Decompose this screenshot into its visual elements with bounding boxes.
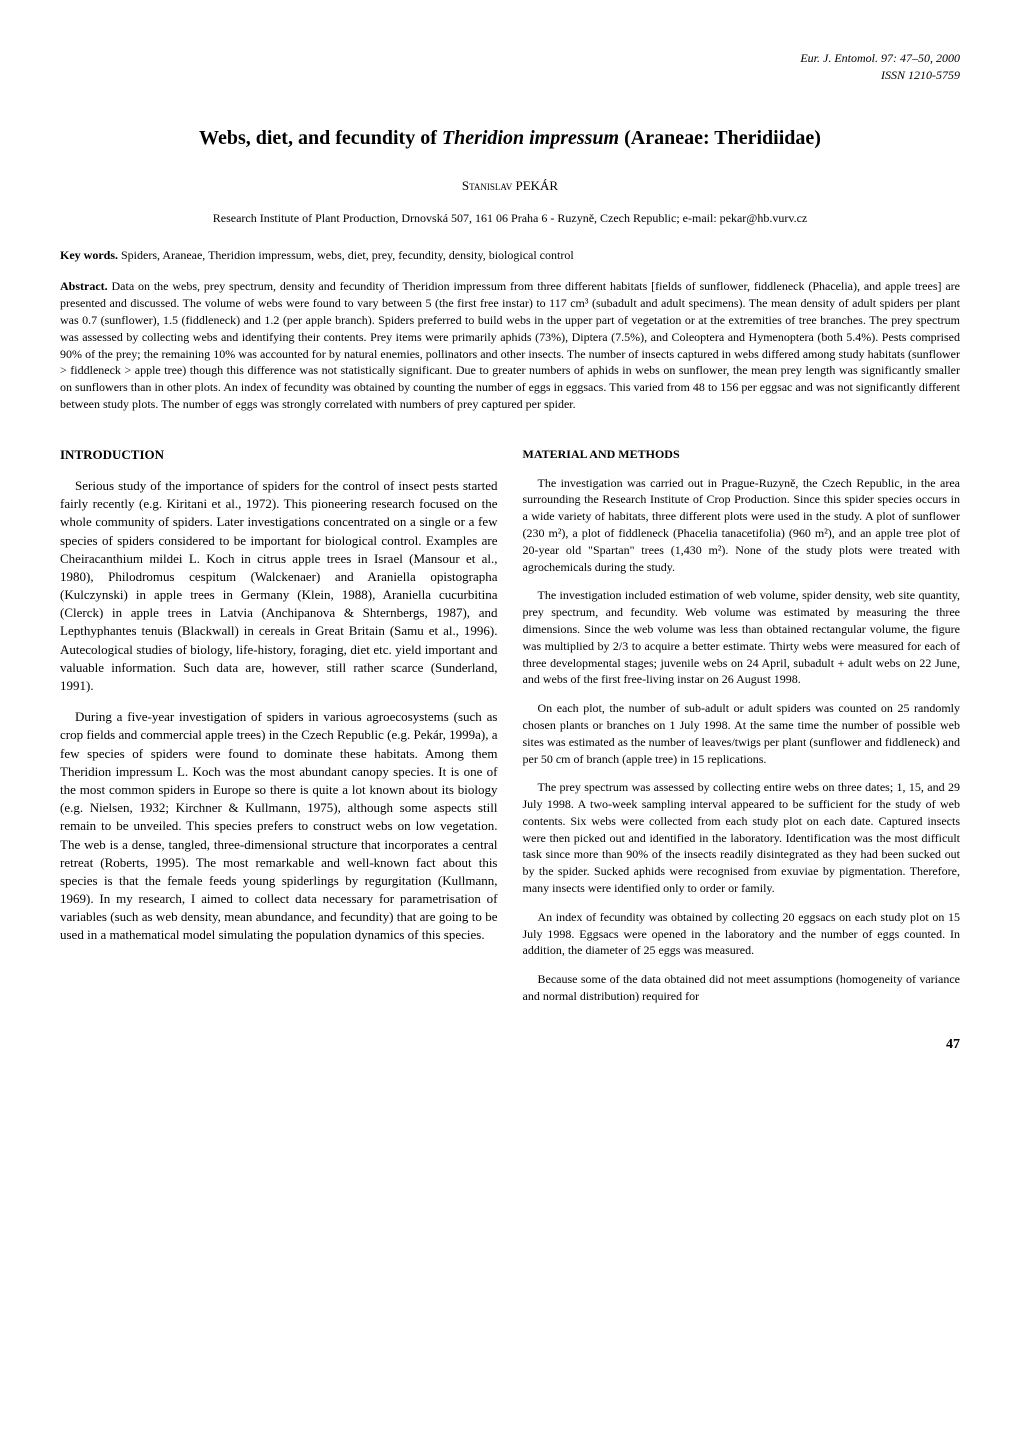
methods-para-3: On each plot, the number of sub-adult or…: [523, 700, 961, 767]
author-name: Stanislav PEKÁR: [60, 177, 960, 195]
article-title: Webs, diet, and fecundity of Theridion i…: [60, 124, 960, 152]
methods-para-4: The prey spectrum was assessed by collec…: [523, 779, 961, 897]
abstract-text: Data on the webs, prey spectrum, density…: [60, 279, 960, 411]
journal-name: Eur. J. Entomol.: [800, 51, 878, 65]
abstract-label: Abstract.: [60, 279, 108, 293]
keywords-label: Key words.: [60, 248, 118, 262]
left-column: INTRODUCTION Serious study of the import…: [60, 438, 498, 1005]
introduction-heading: INTRODUCTION: [60, 446, 498, 464]
intro-para-2: During a five-year investigation of spid…: [60, 708, 498, 944]
abstract-block: Abstract. Data on the webs, prey spectru…: [60, 278, 960, 412]
right-column: MATERIAL AND METHODS The investigation w…: [523, 438, 961, 1005]
body-columns: INTRODUCTION Serious study of the import…: [60, 438, 960, 1005]
methods-para-5: An index of fecundity was obtained by co…: [523, 909, 961, 959]
author-affiliation: Research Institute of Plant Production, …: [60, 210, 960, 227]
intro-para-1: Serious study of the importance of spide…: [60, 477, 498, 695]
page-number: 47: [60, 1035, 960, 1055]
keywords-text: Spiders, Araneae, Theridion impressum, w…: [118, 248, 574, 262]
methods-para-2: The investigation included estimation of…: [523, 587, 961, 688]
keywords-block: Key words. Spiders, Araneae, Theridion i…: [60, 247, 960, 264]
methods-heading: MATERIAL AND METHODS: [523, 446, 961, 463]
methods-para-1: The investigation was carried out in Pra…: [523, 475, 961, 576]
journal-header: Eur. J. Entomol. 97: 47–50, 2000 ISSN 12…: [60, 50, 960, 84]
journal-issn: ISSN 1210-5759: [881, 68, 960, 82]
methods-para-6: Because some of the data obtained did no…: [523, 971, 961, 1005]
